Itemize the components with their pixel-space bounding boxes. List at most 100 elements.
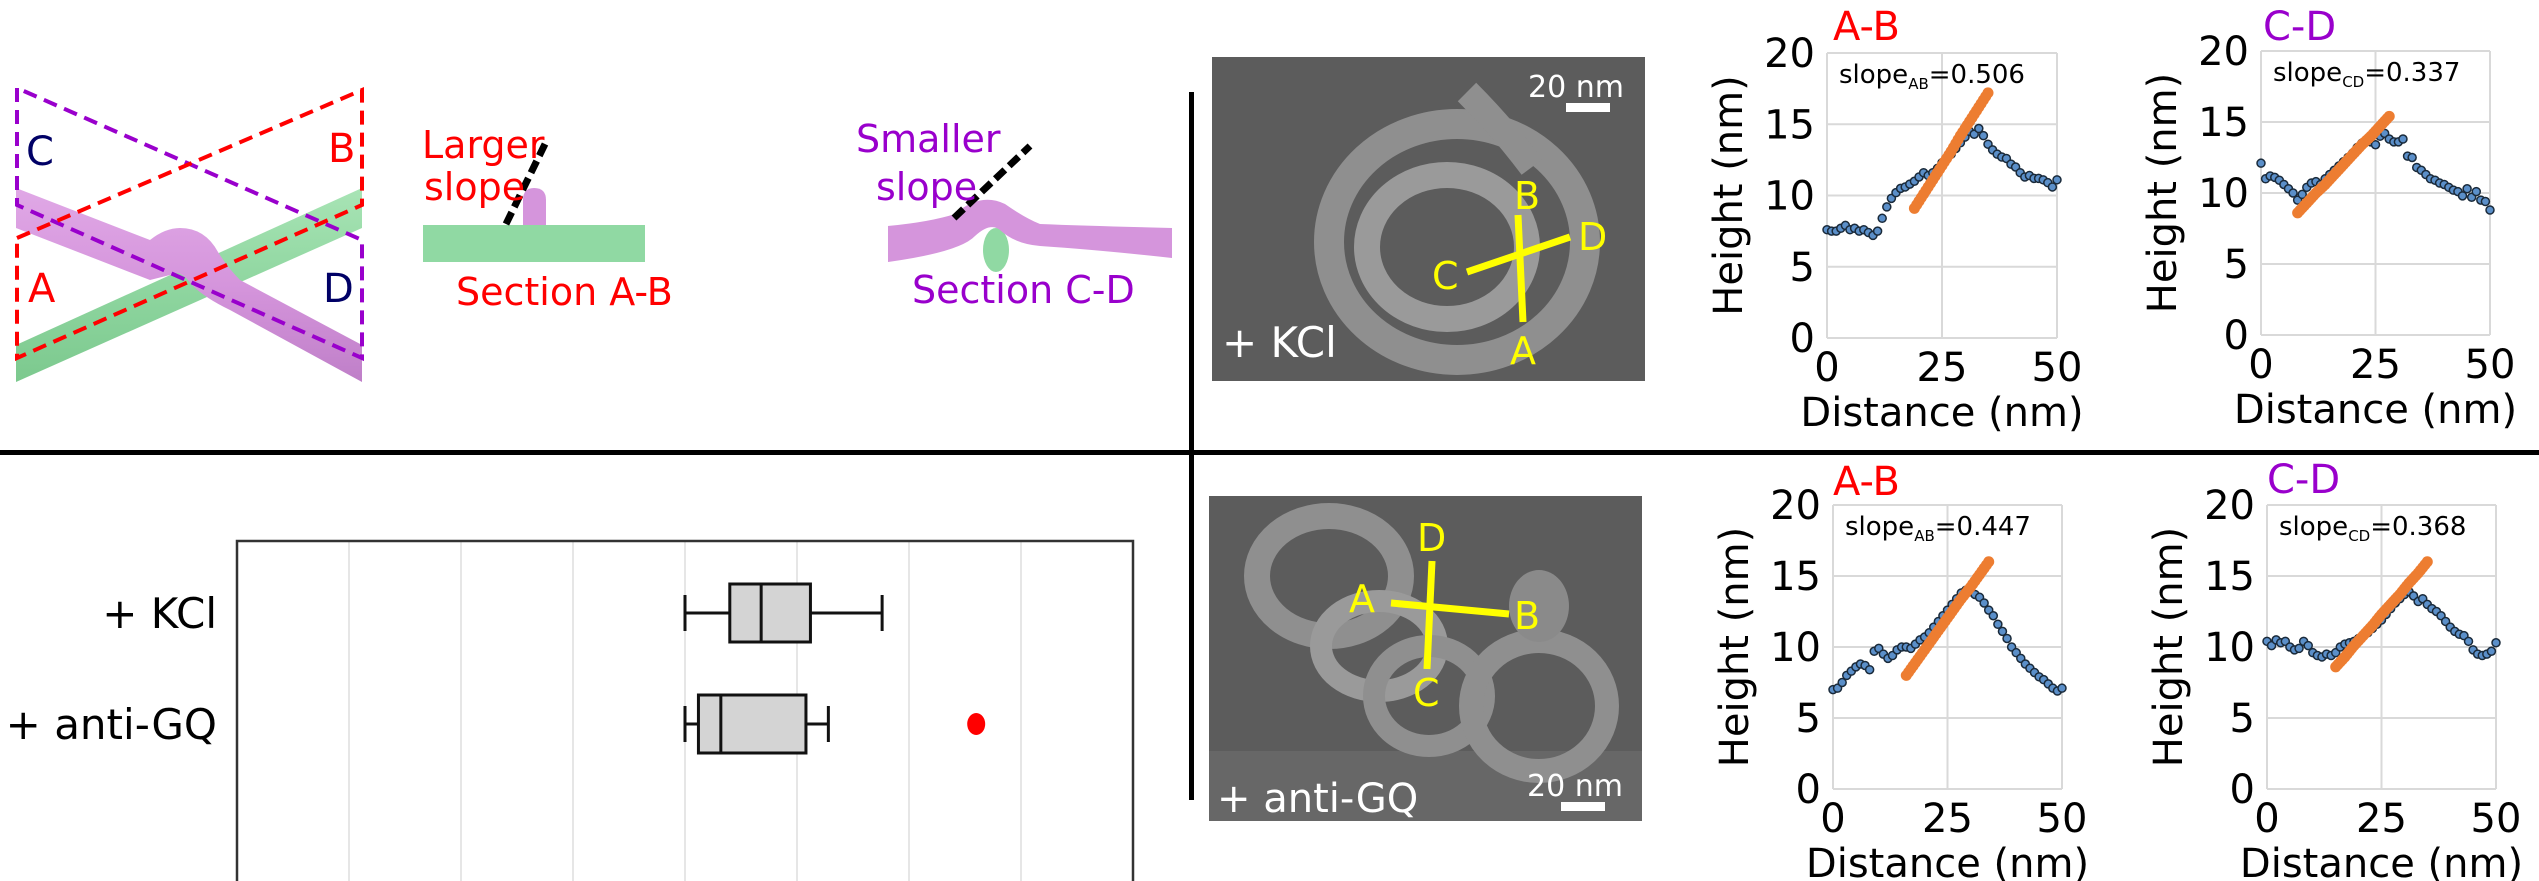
y-tick-label: 5	[1790, 245, 1815, 291]
x-tick-label: 0	[2254, 796, 2279, 842]
y-axis-label: Height (nm)	[1706, 75, 1752, 315]
y-tick-label: 0	[1796, 767, 1821, 813]
section-ab-plane	[15, 86, 364, 362]
y-tick-label: 20	[1764, 31, 1815, 77]
y-tick-label: 20	[2204, 483, 2255, 529]
y-axis-label: Height (nm)	[2146, 527, 2192, 767]
vertical-divider	[1189, 92, 1194, 800]
label-d: D	[323, 266, 354, 312]
fit-point	[2383, 110, 2395, 122]
green-strand-cross-section	[983, 228, 1009, 272]
chart-title: C-D	[2263, 4, 2336, 50]
y-tick-label: 5	[1796, 696, 1821, 742]
profile-point	[2491, 637, 2501, 648]
section-cd-title: Section C-D	[912, 268, 1135, 312]
purple-dna-strand	[16, 188, 362, 382]
green-strand-side	[423, 225, 645, 262]
slope-line	[951, 143, 1033, 221]
y-tick-label: 15	[2204, 554, 2255, 600]
category-label: + anti-GQ	[6, 700, 217, 749]
profile-point	[2052, 175, 2062, 185]
y-tick-label: 0	[1790, 316, 1815, 362]
profile-point	[2297, 189, 2307, 200]
y-tick-label: 5	[2224, 242, 2249, 288]
profile-point	[2407, 152, 2417, 163]
x-tick-label: 50	[2032, 345, 2083, 391]
y-tick-label: 20	[2198, 29, 2249, 75]
profile-point	[1877, 213, 1887, 224]
slope-annotation: slopeCD=0.368	[2279, 512, 2466, 545]
x-axis-label: Distance (nm)	[1800, 390, 2083, 436]
crossing-schematic: C B A D	[15, 84, 364, 382]
profile-point	[2480, 196, 2491, 207]
chart-title: C-D	[2267, 460, 2340, 503]
x-tick-label: 50	[2465, 342, 2516, 388]
profile-point	[2294, 643, 2304, 654]
fit-point	[2421, 556, 2433, 568]
label-a: A	[28, 266, 56, 312]
profile-point	[2002, 633, 2012, 644]
profile-point	[1864, 664, 1875, 675]
marker-b: B	[1514, 594, 1540, 638]
x-tick-label: 50	[2471, 796, 2522, 842]
profile-point	[1993, 619, 2003, 630]
slope-line	[502, 140, 550, 226]
profile-point	[1979, 598, 1989, 608]
purple-strand-side	[888, 199, 1172, 262]
y-tick-label: 10	[1764, 174, 1815, 220]
smaller-slope-line1: Smaller	[856, 117, 1001, 161]
smaller-slope-line2: slope	[876, 165, 977, 209]
iqr-box	[696, 693, 808, 755]
profile-point	[2457, 191, 2468, 201]
marker-c: C	[1432, 254, 1459, 298]
category-label: + KCl	[102, 589, 217, 638]
afm-image-kcl: B A C D 20 nm + KCl	[1212, 57, 1645, 381]
x-tick-label: 0	[1820, 796, 1845, 842]
x-tick-label: 0	[1814, 345, 1839, 391]
outlier-point	[967, 713, 986, 735]
section-ab-diagram: Larger slope Section A-B	[422, 123, 673, 314]
x-tick-label: 0	[2248, 342, 2273, 388]
x-axis-label: Distance (nm)	[1806, 841, 2089, 881]
profile-point	[2288, 188, 2298, 198]
profile-chart-ab-anti-gq: 0 5 10 15 20 0 25 50 A-B Distance (nm) Height (nm)…	[1712, 460, 2089, 881]
marker-b: B	[1514, 174, 1540, 218]
condition-label: + anti-GQ	[1217, 776, 1418, 821]
profile-point	[2463, 636, 2474, 647]
iqr-box	[728, 582, 812, 644]
profile-point	[2485, 205, 2495, 215]
profile-point	[2047, 182, 2058, 192]
profile-chart-cd-kcl: 0 5 10 15 20 0 25 50 C-D Distance (nm) Height (nm)…	[2140, 4, 2517, 433]
profile-chart-ab-kcl: 0 5 10 15 20 0 25 50 A-B Distance (nm) Height (nm)…	[1706, 4, 2084, 436]
purple-strand-cross-section	[523, 188, 546, 225]
y-tick-label: 20	[1770, 483, 1821, 529]
profile-point	[1978, 130, 1989, 141]
chart-title: A-B	[1833, 460, 1900, 505]
marker-d: D	[1417, 516, 1446, 560]
scale-bar-label: 20 nm	[1527, 769, 1623, 804]
y-tick-label: 15	[1764, 102, 1815, 148]
condition-label: + KCl	[1222, 318, 1337, 367]
profile-point	[2486, 646, 2497, 657]
label-b: B	[328, 126, 355, 172]
line-cd	[1423, 560, 1436, 670]
y-tick-label: 10	[2198, 171, 2249, 217]
marker-a: A	[1510, 329, 1536, 373]
x-axis-label: Distance (nm)	[2234, 387, 2517, 433]
y-tick-label: 10	[1770, 625, 1821, 671]
scale-bar	[1566, 103, 1610, 112]
scale-bar	[1561, 802, 1605, 811]
box-plot-slope-difference: -1.0-0.50.00.51.0+ KCl+ anti-GQslopeAB –…	[6, 539, 1135, 881]
y-tick-label: 5	[2230, 696, 2255, 742]
line-ab	[1390, 599, 1510, 618]
fit-point	[1982, 87, 1994, 99]
x-tick-label: 25	[2356, 796, 2407, 842]
section-ab-title: Section A-B	[456, 270, 673, 314]
label-c: C	[26, 129, 54, 175]
profile-point	[2370, 139, 2381, 150]
y-tick-label: 15	[2198, 100, 2249, 146]
x-tick-label: 25	[1917, 345, 1968, 391]
y-tick-label: 0	[2224, 313, 2249, 359]
slope-annotation: slopeAB=0.506	[1839, 60, 2025, 93]
profile-point	[1988, 611, 1999, 621]
